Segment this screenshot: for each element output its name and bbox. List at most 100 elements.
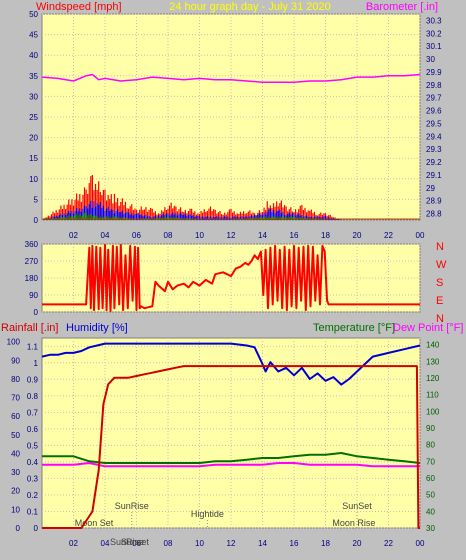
wind-tick-label: 0: [34, 216, 39, 225]
temperature-tick-label: 50: [426, 491, 435, 500]
temperature-tick-label: 90: [426, 424, 435, 433]
x-tick-label: 00: [416, 231, 425, 240]
x-tick-label: 20: [353, 539, 362, 548]
x-tick-label: 16: [290, 539, 299, 548]
barometer-tick-label: 29: [426, 184, 435, 193]
x-tick-label: 08: [164, 231, 173, 240]
rainfall-tick-label: 0.2: [27, 491, 39, 500]
rainfall-tick-label: 1: [34, 359, 39, 368]
wind-tick-label: 10: [29, 175, 38, 184]
wind-speed-axis: 0 5 10 15 20 25 30 35 40 45 50: [29, 10, 38, 225]
event-label: Moon Set: [75, 518, 114, 528]
temperature-tick-label: 130: [426, 357, 440, 366]
temperature-tick-label: 30: [426, 524, 435, 533]
x-tick-label: 14: [258, 539, 267, 548]
wind-tick-label: 35: [29, 72, 38, 81]
rainfall-tick-label: 0.9: [27, 375, 39, 384]
x-tick-label: 18: [321, 539, 330, 548]
rainfall-tick-label: 0.7: [27, 408, 39, 417]
humidity-tick-label: 20: [11, 487, 20, 496]
wind-tick-label: 45: [29, 31, 38, 40]
barometer-line: [41, 73, 421, 83]
compass-letter: W: [436, 259, 447, 271]
x-tick-label: 12: [227, 231, 236, 240]
humidity-axis-title: Humidity [%]: [66, 322, 128, 334]
x-tick-label: 06: [132, 539, 141, 548]
barometer-tick-label: 29.5: [426, 119, 442, 128]
x-tick-label: 04: [101, 539, 110, 548]
humidity-tick-label: 80: [11, 375, 20, 384]
humidity-tick-label: 90: [11, 356, 20, 365]
rainfall-tick-label: 0.3: [27, 474, 39, 483]
x-tick-label: 22: [384, 231, 393, 240]
x-tick-label: 04: [101, 231, 110, 240]
rainfall-tick-label: 0.4: [27, 458, 39, 467]
temperature-tick-label: 80: [426, 441, 435, 450]
x-tick-label: 10: [195, 231, 204, 240]
temperature-tick-label: 60: [426, 474, 435, 483]
event-label: SunRise: [115, 501, 149, 511]
rainfall-tick-label: 0.1: [27, 507, 39, 516]
rainfall-tick-label: 0.5: [27, 441, 39, 450]
climate-panel: 0 0.1 0.2 0.3 0.4 0.5 0.6 0.7 0.8 0.9 1 1.1 0 10 20 30…: [1, 322, 463, 548]
event-label: SunRise: [110, 537, 144, 547]
x-tick-label: 10: [195, 539, 204, 548]
temperature-tick-label: 120: [426, 374, 440, 383]
barometer-tick-label: 29.3: [426, 145, 442, 154]
x-tick-label: 14: [258, 231, 267, 240]
direction-axis: 0 90 180 270 360: [25, 240, 39, 317]
temperature-tick-label: 110: [426, 391, 439, 400]
windspeed-axis-title: Windspeed [mph]: [36, 1, 122, 13]
dewpoint-line: [42, 462, 420, 468]
compass-letter: S: [436, 277, 443, 289]
barometer-tick-label: 29.8: [426, 81, 442, 90]
wind-tick-label: 40: [29, 51, 38, 60]
compass-letter: N: [436, 313, 444, 325]
humidity-tick-label: 100: [7, 338, 21, 347]
event-label: Moon Rise: [332, 518, 375, 528]
barometer-tick-label: 29.1: [426, 171, 442, 180]
direction-tick-label: 90: [29, 291, 38, 300]
event-label: SunSet: [342, 501, 372, 511]
humidity-tick-label: 30: [11, 468, 20, 477]
x-tick-label: 22: [384, 539, 393, 548]
x-tick-label: 02: [69, 231, 78, 240]
wind-tick-label: 25: [29, 113, 38, 122]
barometer-tick-label: 28.8: [426, 210, 442, 219]
barometer-tick-label: 30.2: [426, 29, 442, 38]
direction-tick-label: 0: [34, 308, 39, 317]
temperature-line: [42, 452, 421, 464]
direction-series: [42, 243, 420, 313]
barometer-tick-label: 30.1: [426, 42, 442, 51]
wind-time-axis: 02 04 06 08 10 12 14 16 18 20 22 00: [69, 231, 425, 240]
dewpoint-axis-title: Dew Point [°F]: [393, 322, 463, 334]
compass-letter: N: [436, 241, 444, 253]
wind-tick-label: 50: [29, 10, 38, 19]
x-tick-label: 16: [290, 231, 299, 240]
x-tick-label: 06: [132, 231, 141, 240]
humidity-tick-label: 70: [11, 394, 20, 403]
temperature-tick-label: 100: [426, 407, 440, 416]
barometer-tick-label: 30.3: [426, 16, 442, 25]
rainfall-tick-label: 1.1: [27, 342, 39, 351]
temperature-tick-label: 40: [426, 507, 435, 516]
x-tick-label: 08: [164, 539, 173, 548]
climate-plot-area: [41, 337, 421, 529]
climate-series: [41, 342, 421, 529]
x-tick-label: 00: [416, 539, 425, 548]
wind-direction-line: [42, 243, 420, 313]
event-label: Sunset: [121, 537, 150, 547]
direction-tick-label: 270: [25, 257, 39, 266]
wind-tick-label: 15: [29, 154, 38, 163]
climate-time-axis: 02 04 06 08 10 12 14 16 18 20 22 00: [69, 539, 425, 548]
wind-series: [41, 73, 421, 220]
temperature-tick-label: 140: [426, 341, 440, 350]
rainfall-tick-label: 0: [34, 524, 39, 533]
rainfall-tick-label: 0.6: [27, 425, 39, 434]
barometer-tick-label: 29.9: [426, 68, 442, 77]
barometer-axis: 28.8 28.9 29 29.1 29.2 29.3 29.4 29.5 29.6 29.7 29…: [426, 16, 442, 218]
